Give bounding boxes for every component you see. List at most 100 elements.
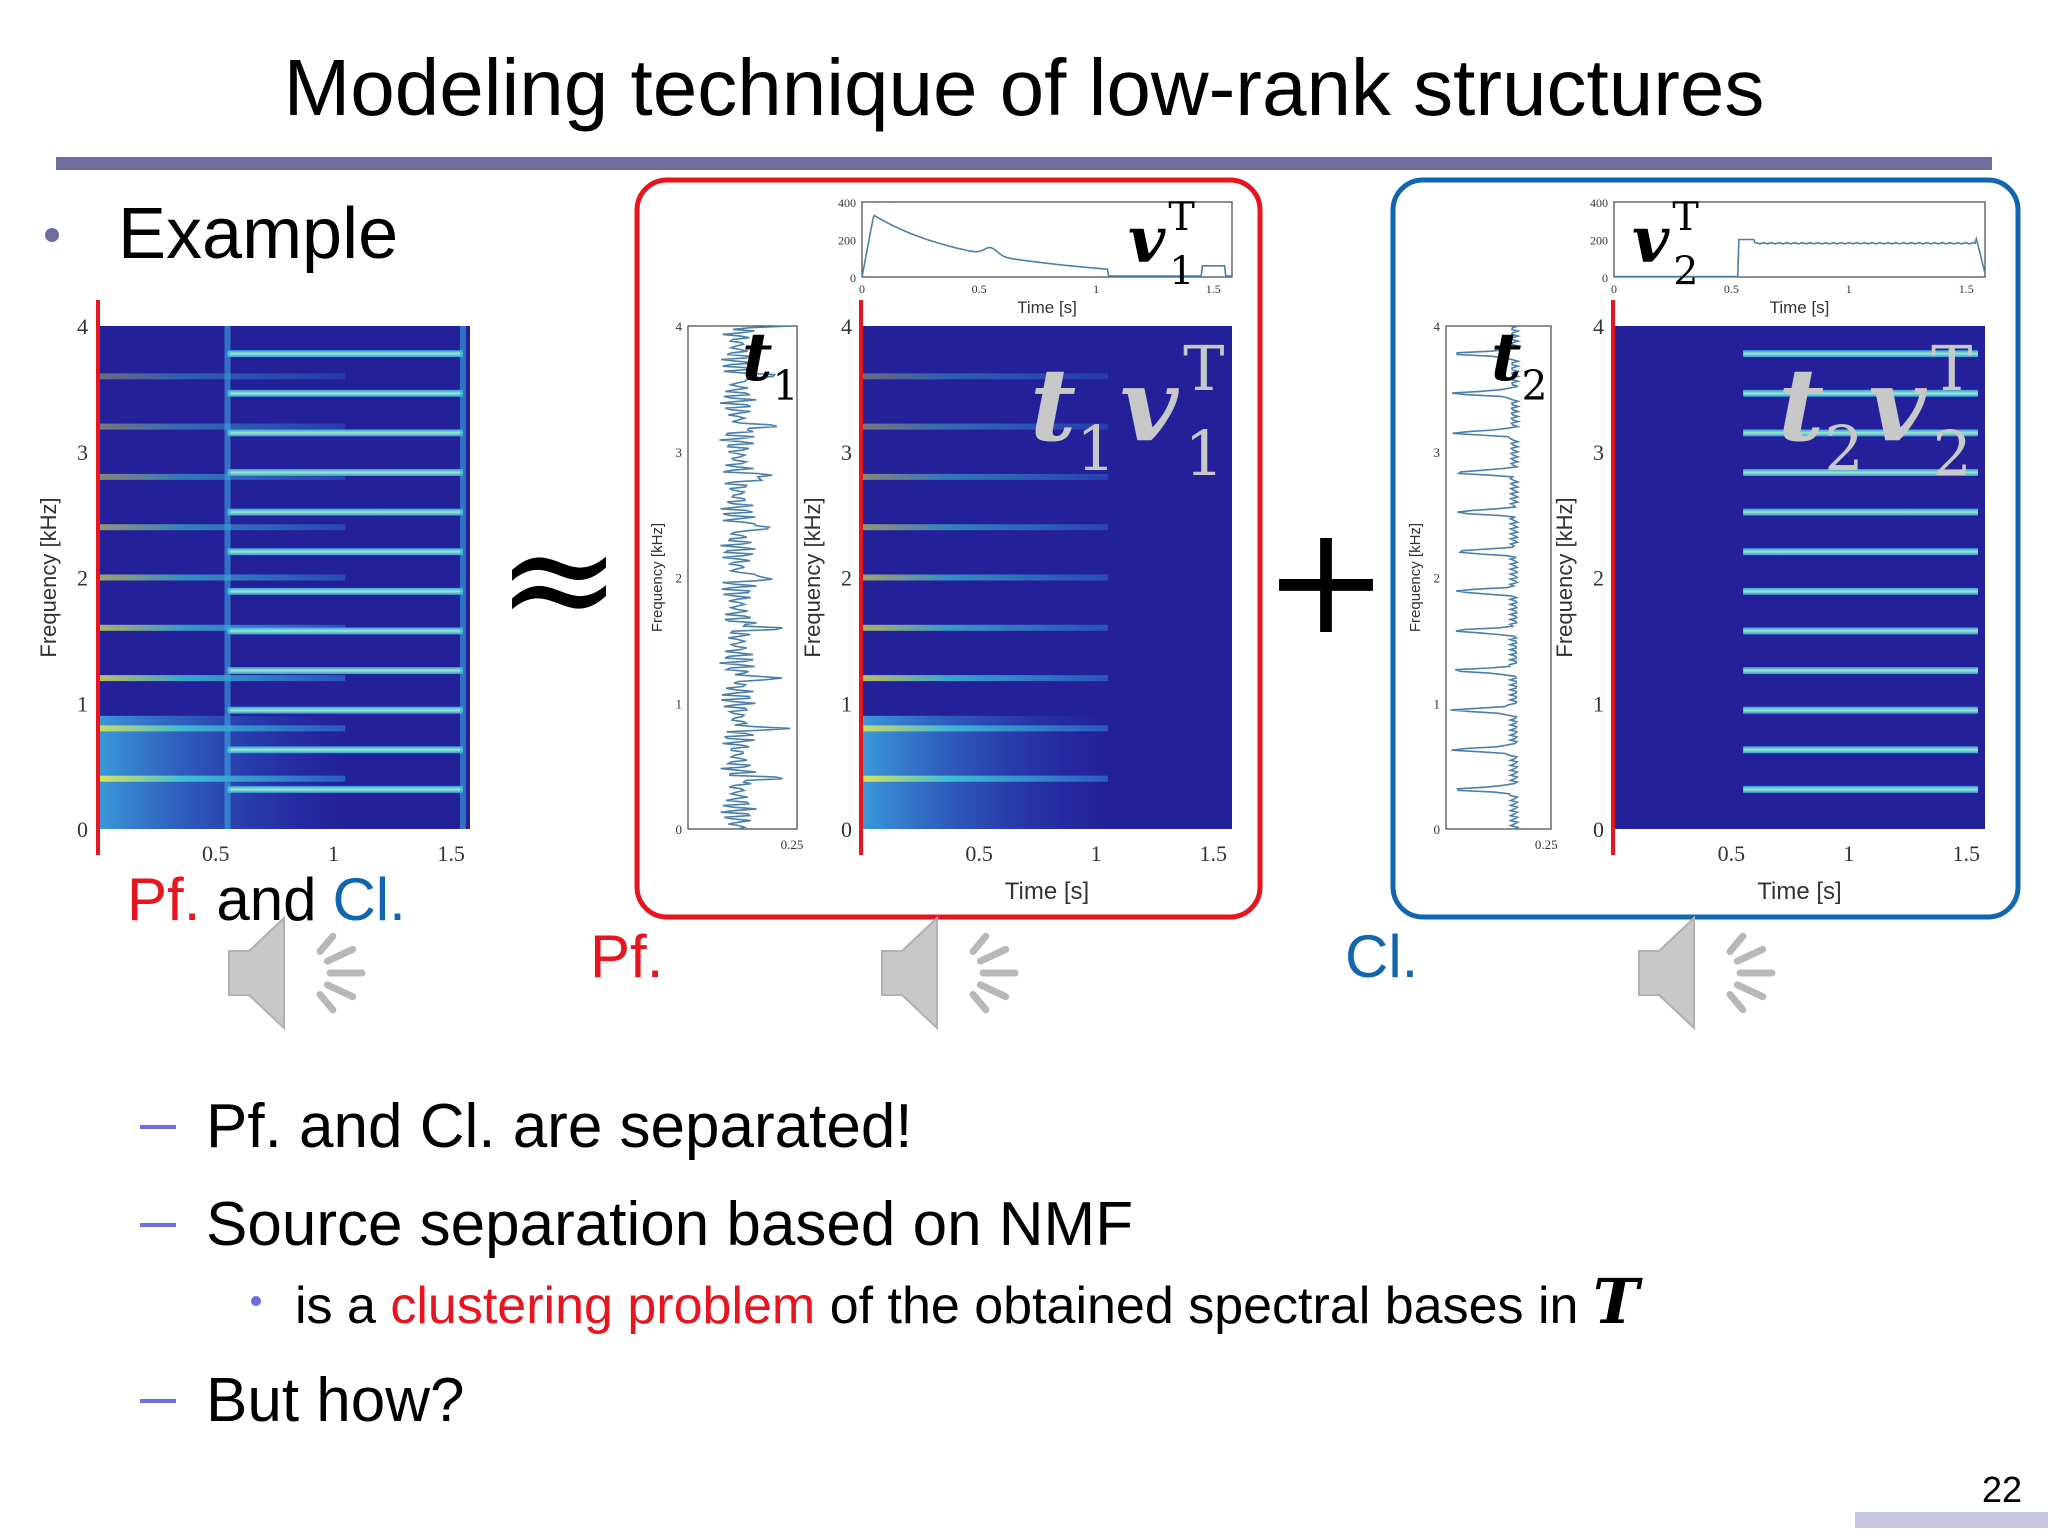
speaker-wave <box>1733 981 1767 1001</box>
speaker-wave <box>323 945 357 965</box>
spectrogram: 0 1 2 3 4 0.5 1 1.5 Frequency [kHz] Time [s] <box>1552 314 1985 905</box>
symbol-sub: 1 <box>1076 412 1115 485</box>
harmonic <box>1743 667 1978 675</box>
speaker-body <box>881 915 938 1031</box>
y-tick-label: 1 <box>676 696 683 711</box>
page-number: 22 <box>1982 1469 2022 1510</box>
symbol-base: t <box>1491 318 1522 396</box>
harmonic <box>227 667 463 675</box>
x-tick-label: 1 <box>328 841 339 866</box>
symbol-sub: 1 <box>1184 417 1223 490</box>
speaker-wave <box>1733 945 1767 965</box>
y-tick-label: 400 <box>1590 196 1608 210</box>
sub-bullet-part: of the obtained spectral bases in <box>815 1277 1593 1335</box>
symbol-sup: T <box>1672 194 1699 240</box>
y-tick-label: 2 <box>77 566 88 591</box>
harmonic <box>227 627 463 635</box>
harmonic <box>98 473 346 480</box>
symbol-sup: T <box>1183 332 1224 405</box>
harmonic <box>862 675 1108 682</box>
y-tick-label: 3 <box>1434 445 1441 460</box>
x-tick-label: 1 <box>1091 841 1102 866</box>
y-tick-label: 0 <box>1593 817 1604 842</box>
x-tick-label: 1.5 <box>1952 841 1980 866</box>
speaker-icon[interactable] <box>1638 915 1776 1031</box>
activation-frame <box>1613 201 1986 278</box>
harmonic <box>862 373 1108 380</box>
y-tick-label: 2 <box>1593 566 1604 591</box>
y-tick-label: 200 <box>838 234 856 248</box>
example-bullet: Example <box>118 194 398 274</box>
symbol-sub: 1 <box>773 362 799 410</box>
harmonic <box>227 706 463 714</box>
sub-bullet-part: clustering problem <box>390 1277 815 1335</box>
y-tick-label: 0 <box>676 822 683 837</box>
speaker-wave <box>1726 990 1747 1014</box>
source-box <box>634 177 1263 920</box>
harmonic <box>98 373 346 380</box>
speaker-icon[interactable] <box>228 915 366 1031</box>
x-tick-label: 1 <box>1846 282 1852 296</box>
spectrogram-bg <box>1614 326 1985 829</box>
x-tick-label: 1 <box>1843 841 1854 866</box>
harmonic <box>227 429 463 437</box>
sub-bullet-part: is a <box>295 1277 390 1335</box>
corner-bar <box>1855 1512 2048 1528</box>
speaker-icon[interactable] <box>881 915 1019 1031</box>
mixture-caption: Pf. and Cl. <box>127 866 406 933</box>
speaker-body <box>1638 915 1695 1031</box>
math-symbol: vT 1 <box>1120 332 1224 490</box>
harmonic <box>1743 785 1978 793</box>
onset-line <box>1611 300 1615 855</box>
low-energy <box>862 715 1108 829</box>
y-axis-label: Frequency [kHz] <box>1552 497 1577 657</box>
harmonic <box>1743 508 1978 516</box>
harmonic <box>98 725 346 732</box>
y-tick-label: 4 <box>1593 314 1604 339</box>
y-tick-label: 1 <box>77 691 88 716</box>
y-tick-label: 400 <box>838 196 856 210</box>
harmonic <box>227 350 463 358</box>
speaker-wave <box>316 932 337 956</box>
symbol-sup: T <box>1931 332 1972 405</box>
symbol-base: v <box>1120 346 1179 464</box>
basis-frame <box>1445 325 1552 830</box>
onset-line <box>859 300 863 855</box>
y-tick-label: 1 <box>841 691 852 716</box>
harmonic <box>98 775 346 782</box>
bullet-text: But how? <box>206 1366 465 1435</box>
x-tick-label: 0.5 <box>972 282 987 296</box>
x-tick-label: 1.5 <box>1200 841 1228 866</box>
harmonic <box>862 524 1108 531</box>
symbol-base: v <box>1128 203 1166 278</box>
y-tick-label: 0 <box>1602 271 1608 285</box>
harmonic <box>98 624 346 631</box>
speaker-wave <box>969 990 990 1014</box>
y-tick-label: 3 <box>676 445 683 460</box>
approx-symbol: ≈ <box>496 492 622 666</box>
y-tick-label: 2 <box>841 566 852 591</box>
speaker-wave <box>323 981 357 1001</box>
harmonic <box>862 624 1108 631</box>
x-tick-label: 0.5 <box>202 841 230 866</box>
speaker-wave <box>316 990 337 1014</box>
x-tick-label: 0.5 <box>1724 282 1739 296</box>
y-tick-label: 1 <box>1593 691 1604 716</box>
slide-title: Modeling technique of low-rank structure… <box>284 43 1765 132</box>
basis-curve <box>1450 325 1522 830</box>
speaker-wave <box>976 945 1010 965</box>
bullet-dash <box>140 1125 176 1129</box>
math-symbol: vT 2 <box>1632 194 1699 294</box>
math-symbol: vT 2 <box>1868 332 1972 490</box>
harmonic <box>227 587 463 595</box>
symbol-sup: T <box>1168 194 1195 240</box>
harmonic <box>862 473 1108 480</box>
harmonic <box>862 423 1108 430</box>
bullet-text: Source separation based on NMF <box>206 1190 1133 1259</box>
source-label: Cl. <box>1345 923 1418 990</box>
harmonic <box>1743 429 1978 437</box>
x-tick-label: 0 <box>859 282 865 296</box>
bullet-dash <box>140 1399 176 1403</box>
spectrogram: 0 1 2 3 4 0.5 1 1.5 Frequency [kHz] <box>36 314 470 866</box>
